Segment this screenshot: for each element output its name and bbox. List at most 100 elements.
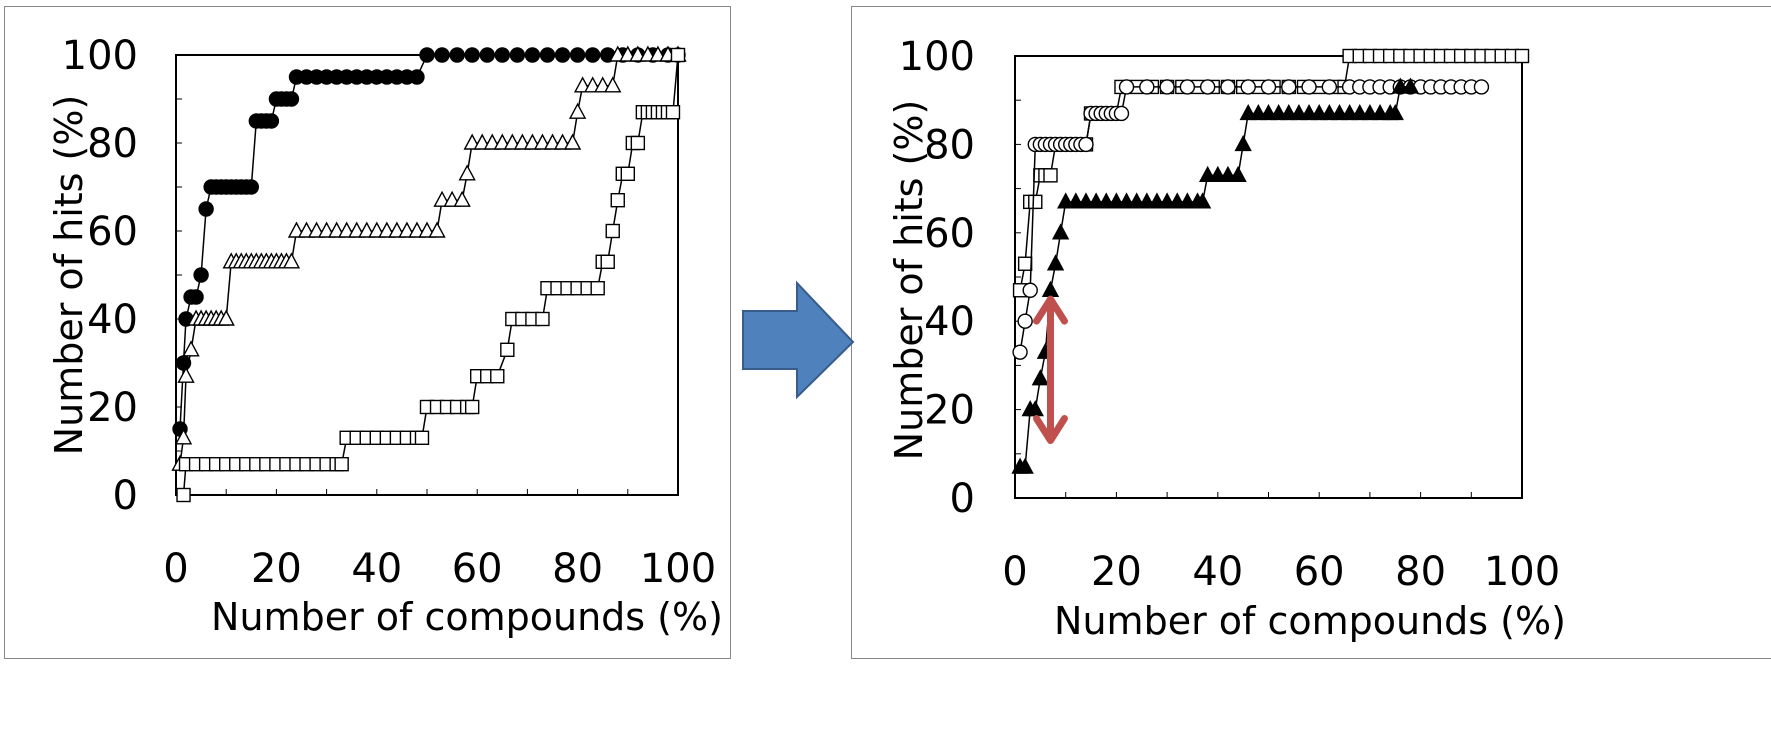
series-2-point-42 bbox=[453, 190, 471, 207]
series-3-point-33 bbox=[464, 399, 480, 415]
series-3-point-50 bbox=[605, 223, 620, 239]
series-2-point-39 bbox=[428, 221, 446, 238]
x-axis-title: Number of compounds (%) bbox=[211, 595, 723, 639]
series-3-point-47 bbox=[1401, 77, 1420, 94]
series-3-point-49 bbox=[600, 254, 615, 270]
series-3-point-8 bbox=[1046, 254, 1065, 271]
series-2-point-28 bbox=[1240, 79, 1256, 95]
y-axis-title: Number of hits (%) bbox=[887, 100, 931, 461]
series-1-point-54 bbox=[1514, 48, 1530, 64]
series-3-point-36 bbox=[490, 369, 505, 384]
series-2-point-46 bbox=[1473, 79, 1490, 95]
double-arrow-icon bbox=[1032, 295, 1068, 445]
series-2-point-26 bbox=[1199, 79, 1216, 95]
series-2-point-21 bbox=[1113, 105, 1130, 122]
series-3-point-53 bbox=[620, 166, 635, 182]
x-tick-label: 40 bbox=[351, 546, 402, 592]
series-1-point-6 bbox=[193, 267, 209, 283]
series-2-point-54 bbox=[563, 133, 582, 150]
y-tick-label: 40 bbox=[924, 299, 975, 345]
series-3-point-37 bbox=[500, 342, 515, 357]
series-3 bbox=[1011, 77, 1420, 474]
y-tick-label: 20 bbox=[87, 385, 138, 431]
y-tick-label: 40 bbox=[87, 297, 138, 343]
series-3-point-63 bbox=[670, 47, 686, 63]
series-2-point-22 bbox=[1118, 79, 1135, 95]
series-2-point-23 bbox=[1139, 79, 1155, 95]
double-arrow-head-bottom bbox=[1032, 415, 1068, 445]
series-3-point-28 bbox=[1229, 165, 1247, 183]
series-3-point-24 bbox=[1193, 192, 1212, 209]
y-tick-label: 60 bbox=[87, 209, 138, 255]
series-3-point-5 bbox=[1031, 369, 1050, 386]
series-3-point-1 bbox=[176, 487, 191, 503]
double-arrow-head-top bbox=[1032, 295, 1068, 325]
series-1-point-47 bbox=[554, 47, 571, 63]
series-2-point-1 bbox=[1012, 344, 1028, 360]
series-3-point-62 bbox=[665, 104, 681, 120]
x-tick-label: 60 bbox=[452, 546, 503, 592]
series-2-point-11 bbox=[217, 309, 235, 326]
series-2-point-24 bbox=[1159, 79, 1175, 95]
series-1-point-42 bbox=[479, 47, 495, 63]
transition-arrow-icon bbox=[742, 280, 855, 400]
series-1-point-49 bbox=[584, 47, 601, 63]
series-1-point-46 bbox=[539, 47, 556, 63]
series-2-point-32 bbox=[1321, 79, 1338, 95]
series-3-point-18 bbox=[334, 457, 349, 472]
x-tick-label: 80 bbox=[1395, 549, 1446, 595]
series-1-point-45 bbox=[524, 47, 541, 63]
series-3-point-9 bbox=[1051, 223, 1070, 240]
x-tick-label: 100 bbox=[640, 546, 716, 592]
series-1-point-43 bbox=[494, 47, 510, 63]
x-tick-label: 100 bbox=[1484, 549, 1560, 595]
series-1-point-20 bbox=[263, 113, 280, 129]
series-2-point-29 bbox=[1260, 79, 1277, 95]
series-3-point-2 bbox=[1016, 457, 1034, 474]
series-1-point-44 bbox=[509, 47, 526, 63]
y-tick-label: 80 bbox=[924, 122, 975, 168]
series-2-point-14 bbox=[1078, 136, 1094, 153]
x-tick-label: 20 bbox=[1091, 549, 1142, 595]
series-3-point-27 bbox=[414, 430, 430, 445]
x-tick-label: 80 bbox=[552, 546, 603, 592]
series-2-point-2 bbox=[174, 428, 193, 445]
series-3-point-47 bbox=[590, 281, 605, 296]
series-1-point-5 bbox=[188, 289, 204, 305]
series-2-point-4 bbox=[182, 340, 200, 357]
y-tick-label: 60 bbox=[924, 211, 975, 257]
series-1-point-24 bbox=[283, 91, 300, 107]
x-tick-label: 0 bbox=[163, 546, 188, 592]
series-3-point-51 bbox=[610, 192, 625, 208]
series-2-point-27 bbox=[1220, 79, 1236, 95]
series-2-point-31 bbox=[1301, 79, 1317, 95]
x-tick-label: 20 bbox=[251, 546, 302, 592]
series-1-point-2 bbox=[1017, 256, 1033, 271]
y-tick-label: 100 bbox=[62, 33, 138, 79]
x-tick-label: 40 bbox=[1192, 549, 1243, 595]
series-3-point-29 bbox=[1234, 134, 1252, 152]
series-1-point-38 bbox=[419, 47, 435, 63]
series-2-point-3 bbox=[1022, 282, 1038, 298]
series-1-point-40 bbox=[449, 47, 465, 63]
series-2-point-55 bbox=[568, 102, 587, 119]
y-tick-label: 80 bbox=[87, 121, 138, 167]
series-2 bbox=[171, 45, 687, 471]
series-1-point-41 bbox=[464, 47, 480, 63]
y-tick-label: 100 bbox=[899, 34, 975, 80]
y-tick-label: 20 bbox=[924, 388, 975, 434]
series-1-point-7 bbox=[1043, 168, 1058, 183]
series-1-point-37 bbox=[409, 69, 425, 85]
series-2-point-2 bbox=[1017, 313, 1033, 329]
left-panel-frame bbox=[4, 6, 731, 659]
x-axis-title: Number of compounds (%) bbox=[1054, 599, 1566, 643]
series-3-point-45 bbox=[1386, 103, 1404, 121]
y-tick-label: 0 bbox=[113, 473, 138, 519]
x-tick-label: 60 bbox=[1294, 549, 1345, 595]
series-2-point-30 bbox=[1281, 79, 1297, 95]
series-3-point-55 bbox=[630, 135, 646, 151]
series-1 bbox=[172, 47, 686, 437]
